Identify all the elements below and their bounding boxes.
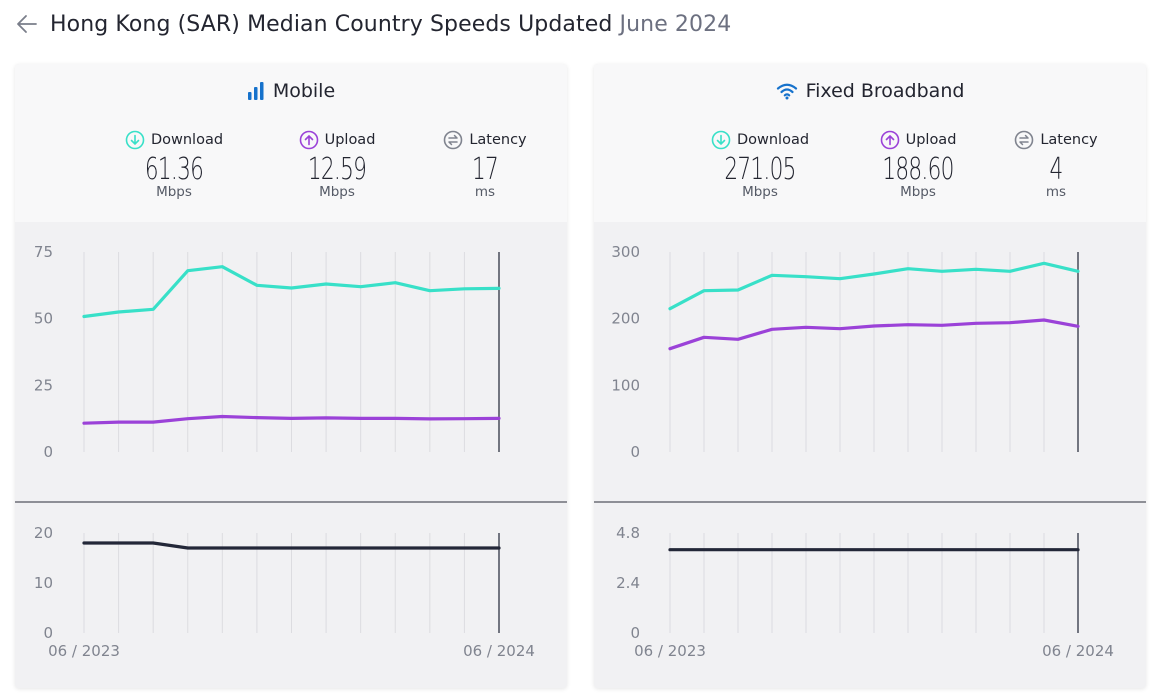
fixed-panel-title: Fixed Broadband	[594, 80, 1146, 102]
y-tick-label: 4.8	[616, 524, 640, 542]
y-tick-label: 300	[611, 243, 640, 261]
download-arrow-icon	[711, 130, 731, 150]
fixed-latency-metric: Latency 4 ms	[996, 130, 1116, 200]
wifi-icon	[776, 83, 797, 100]
fixed-download-metric: Download 271.05 Mbps	[700, 130, 820, 200]
latency-icon	[1015, 130, 1034, 150]
upload-unit: Mbps	[319, 184, 355, 200]
upload-series-line	[668, 318, 1080, 351]
mobile-panel: Mobile Download 61.36 Mbps Upload 12.59 …	[15, 64, 567, 688]
fixed-summary: Fixed Broadband Download 271.05 Mbps Upl…	[594, 64, 1146, 222]
download-arrow-icon	[125, 130, 145, 150]
latency-value: 17	[471, 152, 499, 187]
mobile-latency-metric: Latency 17 ms	[425, 130, 545, 200]
y-tick-label: 200	[611, 310, 640, 328]
download-series-line	[668, 261, 1080, 311]
mobile-upload-metric: Upload 12.59 Mbps	[277, 130, 397, 200]
y-tick-label: 0	[43, 624, 53, 642]
back-arrow-icon[interactable]	[14, 11, 40, 37]
download-series-line	[82, 265, 501, 319]
latency-unit: ms	[1045, 184, 1067, 200]
fixed-broadband-panel: Fixed Broadband Download 271.05 Mbps Upl…	[594, 64, 1146, 688]
upload-series-line	[82, 414, 501, 425]
download-unit: Mbps	[742, 184, 778, 200]
upload-unit: Mbps	[900, 184, 936, 200]
y-tick-label: 75	[34, 243, 53, 261]
y-tick-label: 0	[630, 443, 640, 461]
mobile-title-label: Mobile	[272, 80, 336, 102]
x-tick-label-end: 06 / 2024	[463, 642, 535, 660]
download-label: Download	[736, 132, 810, 148]
x-tick-label-start: 06 / 2023	[634, 642, 706, 660]
y-tick-label: 10	[34, 574, 53, 592]
y-tick-label: 50	[34, 310, 53, 328]
y-tick-label: 20	[34, 524, 53, 542]
mobile-summary: Mobile Download 61.36 Mbps Upload 12.59 …	[15, 64, 567, 222]
title-date: June 2024	[619, 11, 732, 37]
x-tick-label-end: 06 / 2024	[1042, 642, 1114, 660]
download-unit: Mbps	[156, 184, 192, 200]
page-title: Hong Kong (SAR) Median Country Speeds Up…	[50, 12, 731, 37]
latency-label: Latency	[469, 132, 527, 148]
download-value: 271.05	[724, 152, 796, 187]
latency-unit: ms	[474, 184, 496, 200]
upload-arrow-icon	[299, 130, 318, 150]
upload-value: 188.60	[882, 152, 954, 187]
upload-arrow-icon	[880, 130, 899, 150]
latency-icon	[444, 130, 463, 150]
title-text: Hong Kong (SAR) Median Country Speeds Up…	[50, 11, 613, 37]
mobile-download-metric: Download 61.36 Mbps	[114, 130, 234, 200]
latency-series-line	[82, 541, 501, 550]
download-label: Download	[150, 132, 224, 148]
fixed-upload-metric: Upload 188.60 Mbps	[858, 130, 978, 200]
upload-value: 12.59	[307, 152, 367, 187]
y-tick-label: 25	[34, 376, 53, 394]
download-value: 61.36	[144, 152, 204, 187]
x-tick-label-start: 06 / 2023	[48, 642, 120, 660]
latency-value: 4	[1049, 152, 1063, 187]
upload-label: Upload	[905, 132, 957, 148]
latency-label: Latency	[1040, 132, 1098, 148]
y-tick-label: 0	[43, 443, 53, 461]
y-tick-label: 2.4	[616, 574, 640, 592]
signal-bars-icon	[247, 82, 264, 100]
fixed-title-label: Fixed Broadband	[805, 80, 965, 102]
y-tick-label: 0	[630, 624, 640, 642]
y-tick-label: 100	[611, 376, 640, 394]
mobile-panel-title: Mobile	[15, 80, 567, 102]
upload-label: Upload	[324, 132, 376, 148]
page-header: Hong Kong (SAR) Median Country Speeds Up…	[14, 6, 731, 42]
